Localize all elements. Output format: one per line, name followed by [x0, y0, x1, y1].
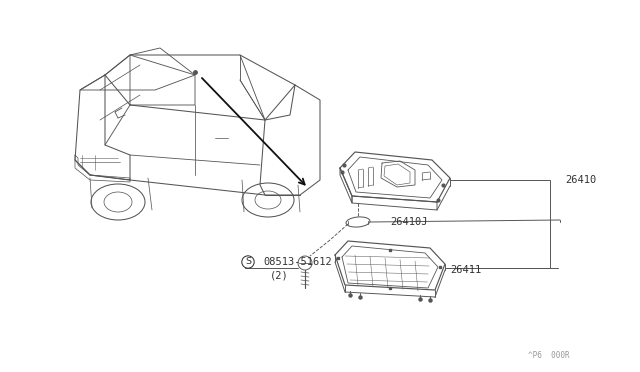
Text: S: S — [245, 257, 251, 266]
Text: 26410J: 26410J — [390, 217, 428, 227]
Text: 26411: 26411 — [450, 265, 481, 275]
Text: 26410: 26410 — [565, 175, 596, 185]
Text: (2): (2) — [270, 271, 289, 281]
Text: 08513-51612: 08513-51612 — [263, 257, 332, 267]
Text: ^P6  000R: ^P6 000R — [528, 350, 570, 359]
